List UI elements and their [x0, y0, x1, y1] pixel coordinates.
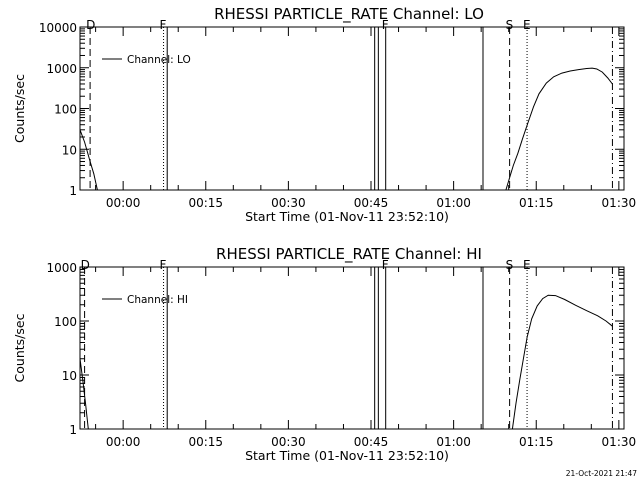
- plot-frame: [79, 266, 625, 430]
- data-series-line: [79, 358, 89, 430]
- x-tick-label: 00:00: [106, 196, 141, 210]
- y-tick-label: 1000: [46, 261, 77, 275]
- y-tick-label: 10: [62, 369, 77, 383]
- y-tick-label: 10000: [39, 21, 77, 35]
- event-label: E: [523, 258, 531, 272]
- x-tick-label: 00:00: [106, 435, 141, 449]
- chart-panel-2: RHESSI PARTICLE_RATE Channel: HI D F F S E 1 10…: [12, 245, 636, 463]
- x-tick-label: 00:15: [188, 435, 223, 449]
- x-axis-label: Start Time (01-Nov-11 23:52:10): [245, 448, 449, 463]
- event-label: F: [160, 18, 167, 32]
- event-label: D: [86, 18, 95, 32]
- x-axis-label: Start Time (01-Nov-11 23:52:10): [245, 209, 449, 224]
- x-tick-label: 00:15: [188, 196, 223, 210]
- x-tick-label: 01:15: [519, 196, 554, 210]
- x-tick-label: 00:45: [354, 196, 389, 210]
- x-tick-label: 01:00: [436, 435, 471, 449]
- y-tick-label: 100: [54, 103, 77, 117]
- chart-panel-1: RHESSI PARTICLE_RATE Channel: LO D F F S E 1 10…: [12, 5, 636, 224]
- event-label: S: [506, 258, 514, 272]
- chart-title: RHESSI PARTICLE_RATE Channel: LO: [214, 5, 484, 24]
- data-series-line: [511, 294, 613, 430]
- timestamp: 21-Oct-2021 21:47: [566, 469, 637, 478]
- x-tick-label: 00:30: [271, 196, 306, 210]
- y-tick-label: 100: [54, 315, 77, 329]
- y-axis-label: Counts/sec: [12, 74, 27, 143]
- data-series-line: [79, 129, 98, 191]
- x-tick-label: 01:30: [602, 196, 637, 210]
- legend-label: Channel: HI: [127, 294, 188, 306]
- x-tick-label: 01:30: [602, 435, 637, 449]
- event-label: F: [382, 18, 389, 32]
- event-label: F: [160, 258, 167, 272]
- y-tick-label: 1: [69, 423, 77, 437]
- legend-label: Channel: LO: [127, 54, 191, 66]
- x-tick-label: 00:30: [271, 435, 306, 449]
- chart-title: RHESSI PARTICLE_RATE Channel: HI: [216, 245, 482, 264]
- y-axis-label: Counts/sec: [12, 313, 27, 382]
- event-label: F: [382, 258, 389, 272]
- event-label: D: [81, 258, 90, 272]
- event-label: S: [506, 18, 514, 32]
- x-tick-label: 01:15: [519, 435, 554, 449]
- y-tick-label: 10: [62, 143, 77, 157]
- x-tick-label: 01:00: [436, 196, 471, 210]
- y-tick-label: 1000: [46, 62, 77, 76]
- data-series-line: [505, 67, 613, 191]
- event-label: E: [523, 18, 531, 32]
- y-tick-label: 1: [69, 184, 77, 198]
- x-tick-label: 00:45: [354, 435, 389, 449]
